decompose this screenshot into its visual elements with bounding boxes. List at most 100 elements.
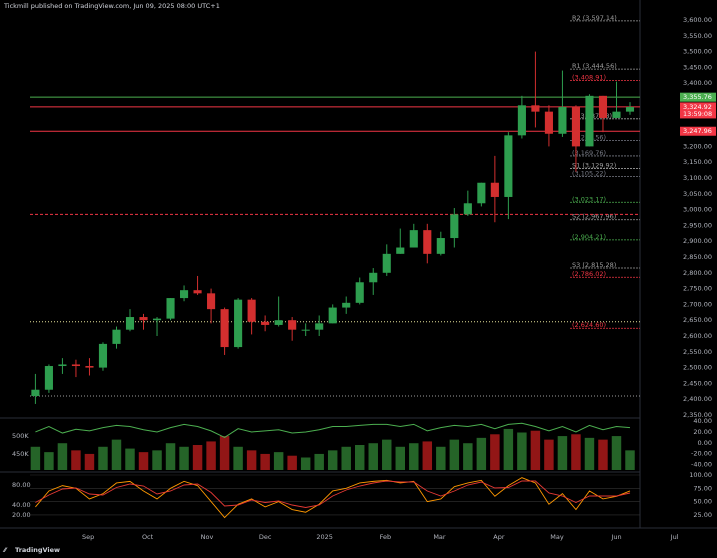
pivot-label: (3,408.91) bbox=[572, 73, 606, 81]
y-tick-label: 3,000.00 bbox=[683, 206, 712, 214]
volume-bar bbox=[355, 445, 365, 470]
pivot-label: R2 (3,597.14) bbox=[572, 14, 617, 22]
y-tick-label: 2,950.00 bbox=[683, 221, 712, 229]
candle-body bbox=[139, 317, 148, 321]
candle-body bbox=[234, 299, 243, 348]
pivot-label: (3,169.76) bbox=[572, 149, 606, 157]
candle-body bbox=[85, 366, 94, 368]
y-tick-label: 3,550.00 bbox=[683, 32, 712, 40]
x-tick-label: Nov bbox=[201, 533, 214, 541]
indicator-line bbox=[35, 422, 631, 438]
candle-body bbox=[625, 106, 635, 112]
y-tick-label: 3,150.00 bbox=[683, 158, 712, 166]
volume-bar bbox=[71, 450, 81, 470]
volume-bar bbox=[138, 452, 149, 470]
pivot-label: S3 (2,815.28) bbox=[572, 261, 616, 269]
y-tick-label: 50.00 bbox=[693, 498, 712, 506]
x-tick-label: Feb bbox=[380, 533, 392, 541]
candle-body bbox=[98, 343, 108, 368]
footer-logo: TradingView bbox=[15, 546, 60, 554]
price-label-box bbox=[680, 92, 716, 102]
x-tick-label: Oct bbox=[142, 533, 154, 541]
candle-body bbox=[315, 323, 324, 330]
y-tick-label: 500K bbox=[12, 432, 29, 440]
volume-bar bbox=[219, 436, 230, 470]
y-tick-label: 3,100.00 bbox=[683, 174, 712, 182]
y-tick-label: 3,450.00 bbox=[683, 63, 712, 71]
volume-bar bbox=[382, 439, 392, 470]
volume-bar bbox=[611, 436, 622, 470]
volume-bar bbox=[260, 453, 270, 470]
volume-bar bbox=[476, 437, 487, 470]
volume-bar bbox=[557, 436, 568, 470]
candle-body bbox=[112, 329, 121, 344]
volume-bar bbox=[409, 443, 419, 470]
candle-body bbox=[166, 298, 175, 319]
candle-body bbox=[31, 389, 40, 397]
x-tick-label: Jun bbox=[610, 533, 621, 541]
x-tick-label: Dec bbox=[259, 533, 272, 541]
y-tick-label: 2,550.00 bbox=[683, 348, 712, 356]
candle-body bbox=[288, 320, 297, 330]
y-tick-label: 2,650.00 bbox=[683, 316, 712, 324]
oscillator-line bbox=[35, 480, 631, 508]
volume-bar bbox=[449, 439, 460, 470]
volume-bar bbox=[300, 457, 311, 470]
y-tick-label: 40.00 bbox=[693, 417, 712, 425]
candle-body bbox=[355, 282, 364, 303]
x-tick-label: Jul bbox=[670, 533, 679, 541]
candle-body bbox=[409, 230, 418, 248]
x-tick-label: Sep bbox=[82, 533, 94, 541]
volume-bar bbox=[273, 452, 284, 470]
candle-body bbox=[152, 318, 162, 321]
volume-bar bbox=[111, 439, 122, 470]
candle-body bbox=[342, 302, 351, 308]
y-tick-label: 20.00 bbox=[693, 428, 712, 436]
y-tick-label: -20.00 bbox=[691, 450, 712, 458]
candle-body bbox=[180, 290, 189, 299]
y-tick-label: -40.00 bbox=[691, 461, 712, 469]
price-label-box bbox=[680, 102, 716, 119]
candle-body bbox=[612, 111, 621, 118]
candle-body bbox=[517, 105, 526, 136]
candle-body bbox=[490, 182, 499, 197]
volume-bar bbox=[530, 430, 541, 470]
volume-bar bbox=[368, 443, 378, 470]
pivot-label: (3,105.22) bbox=[572, 169, 606, 177]
volume-bar bbox=[84, 453, 95, 470]
y-tick-label: 0.00 bbox=[698, 439, 712, 447]
logo-mark: ⁄⁄ bbox=[2, 546, 8, 554]
volume-bar bbox=[422, 441, 433, 470]
x-tick-label: Apr bbox=[493, 533, 505, 541]
price-label: 3,247.96 bbox=[683, 127, 712, 135]
candle-body bbox=[207, 293, 216, 310]
volume-bar bbox=[490, 434, 500, 470]
candle-body bbox=[274, 320, 283, 325]
pivot-label: (2,904.21) bbox=[572, 233, 606, 241]
volume-bar bbox=[327, 450, 338, 470]
candle-body bbox=[328, 307, 337, 324]
volume-bar bbox=[314, 453, 324, 470]
volume-bar bbox=[584, 437, 595, 470]
candle-body bbox=[58, 364, 67, 367]
pivot-label: S1 (3,129.92) bbox=[572, 162, 616, 170]
candle-body bbox=[436, 238, 445, 254]
y-tick-label: 3,600.00 bbox=[683, 16, 712, 24]
volume-bar bbox=[165, 443, 176, 470]
candle-body bbox=[585, 95, 594, 147]
candle-body bbox=[558, 106, 567, 134]
volume-bar bbox=[246, 450, 257, 470]
volume-bar bbox=[125, 448, 135, 470]
volume-bar bbox=[395, 446, 405, 470]
volume-bar bbox=[463, 443, 473, 470]
y-tick-label: 2,600.00 bbox=[683, 332, 712, 340]
publisher-text: Tickmill published on TradingView.com, J… bbox=[3, 2, 220, 10]
candle-body bbox=[450, 214, 459, 239]
volume-bar bbox=[517, 432, 527, 470]
candle-body bbox=[71, 364, 80, 367]
volume-bar bbox=[341, 446, 351, 470]
price-label: 3,324.92 bbox=[683, 103, 712, 111]
y-tick-label: 450K bbox=[12, 450, 29, 458]
